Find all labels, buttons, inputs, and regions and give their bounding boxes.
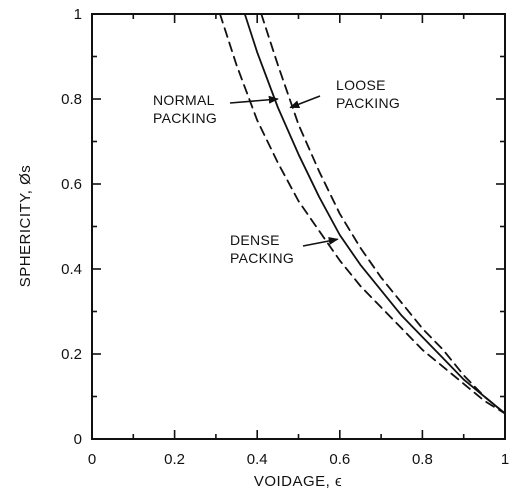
y-tick-label: 1 (74, 6, 82, 23)
y-tick-label: 0.8 (61, 91, 82, 108)
y-tick-label: 0.4 (61, 261, 82, 278)
y-tick-label: 0 (74, 431, 82, 448)
x-tick-labels: 0 0.2 0.4 0.6 0.8 1 (88, 451, 509, 468)
plot-frame (91, 13, 506, 440)
x-tick-label: 0 (88, 451, 96, 468)
annotation-arrow-dense-packing (302, 237, 339, 247)
x-axis-title: VOIDAGE, ϵ (254, 473, 342, 490)
y-tick-labels: 0 0.2 0.4 0.6 0.8 1 (61, 6, 82, 448)
x-tick-label: 0.4 (247, 451, 268, 468)
y-axis-title: SPHERICITY, Øs (17, 165, 34, 288)
series-line-loose-packing (260, 13, 506, 415)
annotation-loose-packing: LOOSE PACKING (336, 77, 400, 111)
series-line-dense-packing (219, 13, 506, 415)
x-tick-label: 1 (501, 451, 509, 468)
x-tick-label: 0.6 (329, 451, 350, 468)
y-tick-label: 0.6 (61, 176, 82, 193)
annotation-arrow-normal-packing (229, 95, 279, 104)
annotation-arrow-loose-packing (289, 95, 321, 109)
annotation-normal-packing: NORMAL PACKING (153, 92, 217, 126)
x-tick-label: 0.8 (412, 451, 433, 468)
series-line-normal-packing (243, 13, 506, 415)
annotation-dense-packing: DENSE PACKING (230, 232, 294, 266)
x-tick-label: 0.2 (164, 451, 185, 468)
y-tick-label: 0.2 (61, 346, 82, 363)
annotation-layer: NORMAL PACKING LOOSE PACKING DENSE PACKING (153, 77, 400, 266)
series-layer (219, 13, 506, 415)
axis-ticks (91, 13, 506, 440)
